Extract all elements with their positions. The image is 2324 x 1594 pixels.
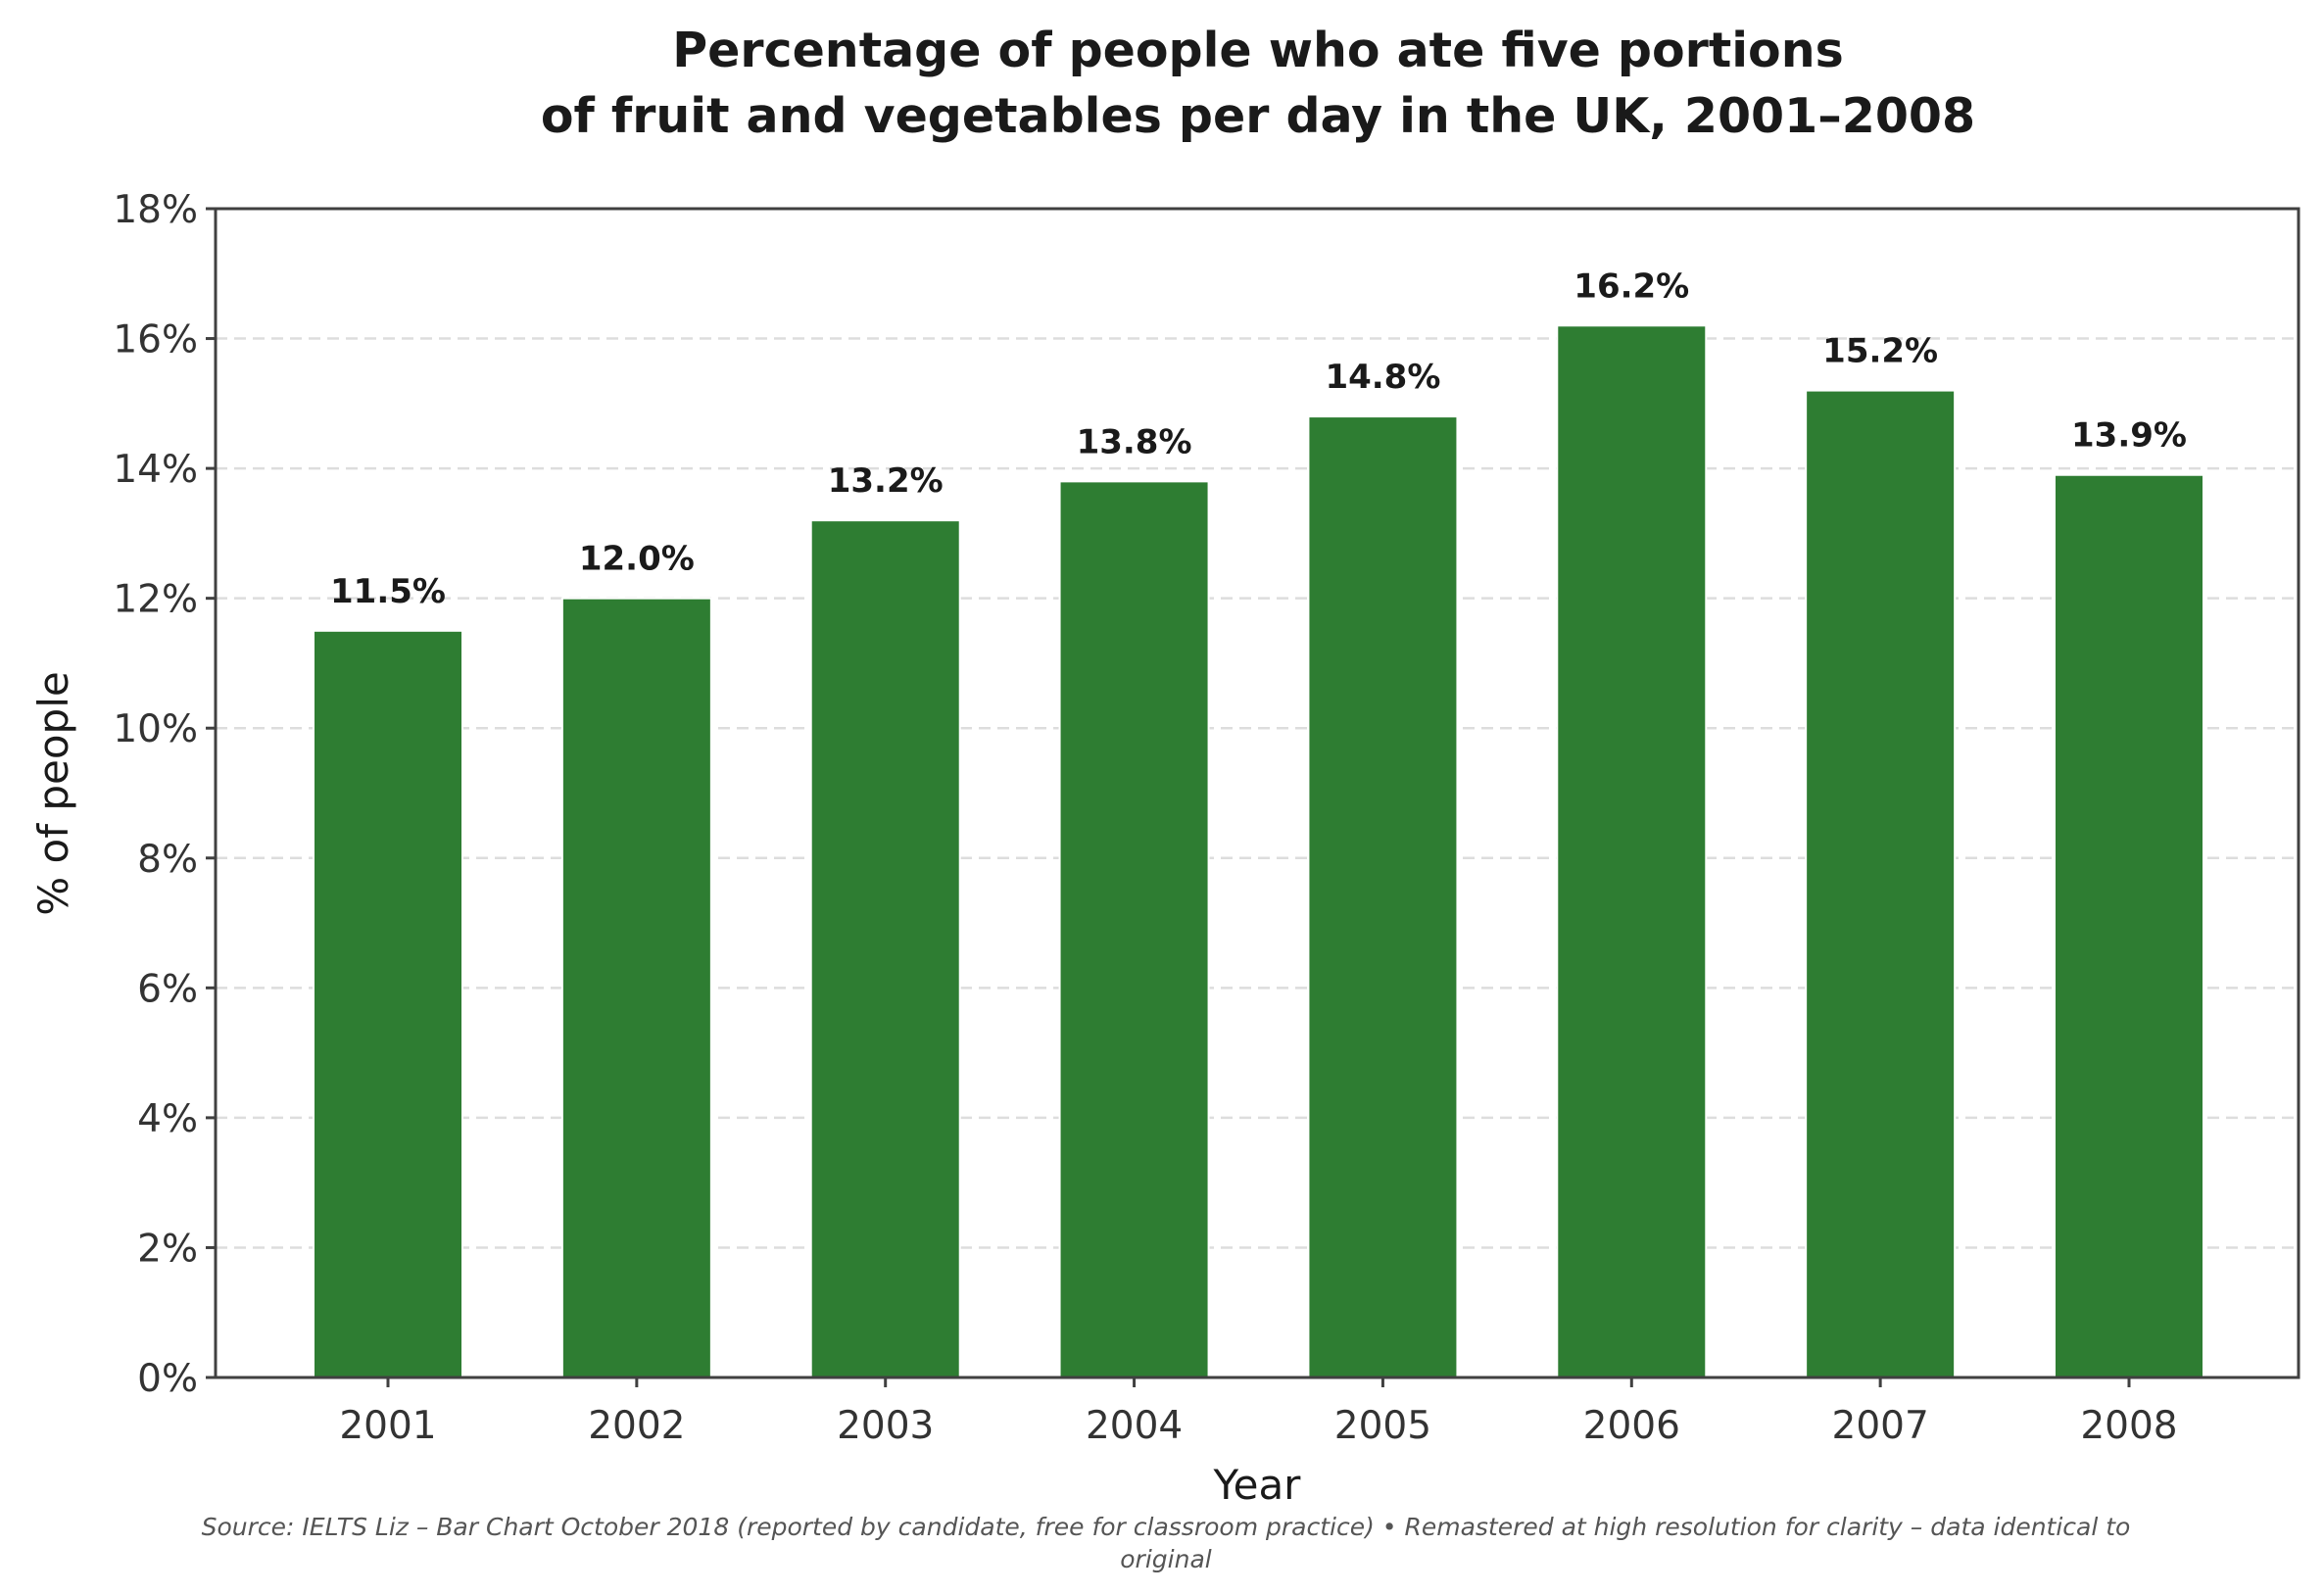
y-tick-label: 0% bbox=[137, 1357, 198, 1401]
y-tick-label: 4% bbox=[137, 1097, 198, 1141]
bar-value-label: 15.2% bbox=[1822, 332, 1938, 371]
bar bbox=[1058, 480, 1210, 1379]
source-note-line-1: Source: IELTS Liz – Bar Chart October 20… bbox=[202, 1513, 2131, 1541]
source-note: Source: IELTS Liz – Bar Chart October 20… bbox=[202, 1513, 2131, 1573]
y-tick-label: 6% bbox=[137, 967, 198, 1011]
y-axis-ticks: 0% 2% 4% 6% 8% 10% 12% 14% 16% 18% bbox=[113, 188, 216, 1401]
y-axis-label: % of people bbox=[29, 671, 77, 915]
bars bbox=[313, 324, 2204, 1379]
bar-value-label: 13.2% bbox=[828, 461, 944, 501]
bar-value-label: 13.9% bbox=[2071, 416, 2187, 456]
gridlines bbox=[216, 337, 2299, 1249]
y-tick-label: 18% bbox=[113, 188, 198, 232]
x-tick-label: 2005 bbox=[1334, 1404, 1431, 1448]
x-tick-label: 2006 bbox=[1583, 1404, 1680, 1448]
bar bbox=[809, 519, 961, 1378]
bar-value-label: 14.8% bbox=[1325, 358, 1440, 397]
y-tick-label: 2% bbox=[137, 1227, 198, 1271]
bar bbox=[560, 597, 712, 1378]
chart-title-line-2: of fruit and vegetables per day in the U… bbox=[541, 88, 1975, 144]
bar bbox=[1556, 324, 1708, 1378]
y-tick-label: 8% bbox=[137, 838, 198, 882]
bar-value-label: 16.2% bbox=[1574, 266, 1689, 306]
chart-title-line-1: Percentage of people who ate five portio… bbox=[672, 23, 1844, 78]
bar bbox=[1307, 415, 1459, 1379]
x-tick-label: 2007 bbox=[1832, 1404, 1929, 1448]
x-tick-label: 2002 bbox=[588, 1404, 685, 1448]
source-note-line-2: original bbox=[1120, 1545, 1211, 1573]
y-tick-label: 16% bbox=[113, 318, 198, 362]
x-axis-ticks: 2001 2002 2003 2004 2005 2006 2007 2008 bbox=[339, 1377, 2178, 1448]
x-tick-label: 2008 bbox=[2080, 1404, 2177, 1448]
y-tick-label: 12% bbox=[113, 578, 198, 622]
y-tick-label: 10% bbox=[113, 707, 198, 751]
x-tick-label: 2003 bbox=[837, 1404, 934, 1448]
y-tick-label: 14% bbox=[113, 448, 198, 492]
bar bbox=[313, 629, 463, 1378]
bar-value-label: 12.0% bbox=[579, 540, 695, 579]
data-labels: 11.5% 12.0% 13.2% 13.8% 14.8% 16.2% 15.2% 13.9% bbox=[330, 266, 2187, 611]
bar bbox=[2054, 473, 2204, 1378]
x-axis-label: Year bbox=[1213, 1461, 1302, 1509]
bar-value-label: 13.8% bbox=[1077, 422, 1192, 461]
bar bbox=[1805, 389, 1957, 1379]
chart-title: Percentage of people who ate five portio… bbox=[541, 23, 1975, 144]
x-tick-label: 2004 bbox=[1086, 1404, 1183, 1448]
bar-value-label: 11.5% bbox=[330, 572, 446, 611]
x-tick-label: 2001 bbox=[339, 1404, 436, 1448]
plot-area-frame bbox=[214, 207, 2300, 1379]
